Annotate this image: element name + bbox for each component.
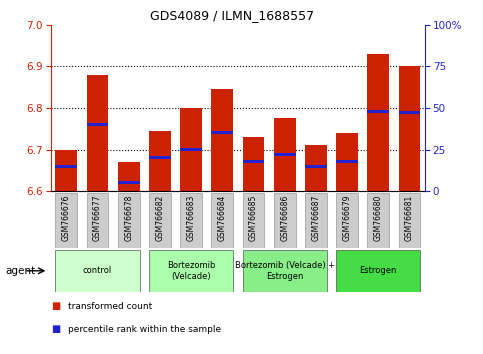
Bar — [118, 181, 140, 184]
Text: Bortezomib
(Velcade): Bortezomib (Velcade) — [167, 261, 215, 280]
Bar — [56, 165, 77, 168]
Bar — [180, 108, 202, 191]
Bar — [56, 150, 77, 191]
Text: Bortezomib (Velcade) +
Estrogen: Bortezomib (Velcade) + Estrogen — [235, 261, 335, 280]
Bar — [56, 193, 77, 248]
Text: GDS4089 / ILMN_1688557: GDS4089 / ILMN_1688557 — [150, 9, 314, 22]
Bar — [398, 67, 420, 191]
Bar — [180, 193, 202, 248]
Bar — [242, 250, 327, 292]
Bar — [118, 193, 140, 248]
Bar — [305, 165, 327, 168]
Bar — [368, 110, 389, 113]
Text: control: control — [83, 266, 112, 275]
Bar — [368, 193, 389, 248]
Bar — [86, 193, 108, 248]
Text: Estrogen: Estrogen — [359, 266, 397, 275]
Text: GSM766679: GSM766679 — [342, 195, 352, 241]
Bar — [336, 160, 358, 163]
Bar — [149, 250, 233, 292]
Bar — [212, 89, 233, 191]
Bar — [242, 160, 264, 163]
Text: GSM766680: GSM766680 — [374, 195, 383, 241]
Text: GSM766686: GSM766686 — [280, 195, 289, 241]
Text: GSM766676: GSM766676 — [62, 195, 71, 241]
Text: GSM766677: GSM766677 — [93, 195, 102, 241]
Bar — [274, 118, 296, 191]
Bar — [86, 123, 108, 126]
Bar — [56, 250, 140, 292]
Bar — [336, 250, 420, 292]
Bar — [149, 156, 171, 159]
Text: GSM766682: GSM766682 — [156, 195, 164, 241]
Text: GSM766683: GSM766683 — [186, 195, 196, 241]
Text: GSM766685: GSM766685 — [249, 195, 258, 241]
Bar — [398, 112, 420, 114]
Text: ■: ■ — [51, 301, 60, 311]
Bar — [398, 193, 420, 248]
Bar — [305, 145, 327, 191]
Bar — [368, 54, 389, 191]
Bar — [212, 131, 233, 135]
Bar — [336, 193, 358, 248]
Bar — [274, 193, 296, 248]
Text: GSM766684: GSM766684 — [218, 195, 227, 241]
Text: GSM766681: GSM766681 — [405, 195, 414, 241]
Bar — [118, 162, 140, 191]
Text: GSM766678: GSM766678 — [124, 195, 133, 241]
Bar — [336, 133, 358, 191]
Text: agent: agent — [6, 266, 36, 276]
Bar — [242, 193, 264, 248]
Bar — [305, 193, 327, 248]
Bar — [274, 153, 296, 156]
Bar — [149, 193, 171, 248]
Text: ■: ■ — [51, 324, 60, 334]
Text: transformed count: transformed count — [68, 302, 152, 311]
Bar — [242, 137, 264, 191]
Text: GSM766687: GSM766687 — [312, 195, 320, 241]
Bar — [86, 75, 108, 191]
Bar — [180, 148, 202, 151]
Bar — [212, 193, 233, 248]
Bar — [149, 131, 171, 191]
Text: percentile rank within the sample: percentile rank within the sample — [68, 325, 221, 334]
